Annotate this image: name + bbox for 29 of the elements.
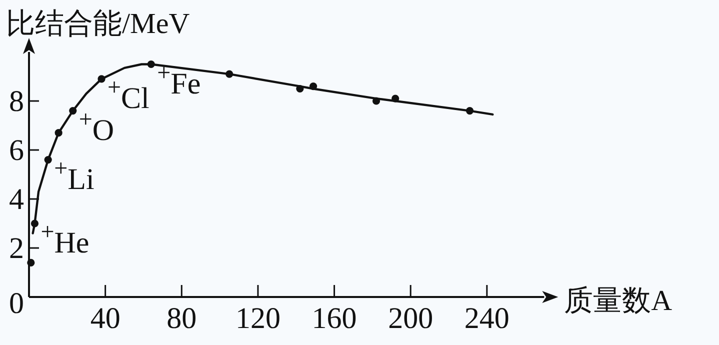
- point: [27, 258, 35, 266]
- annotation: $^{+}$Fe: [157, 60, 201, 100]
- point: [54, 129, 62, 137]
- x-axis-title: 质量数A: [564, 285, 672, 317]
- point: [69, 107, 77, 115]
- point: [309, 82, 318, 90]
- point: [296, 84, 304, 93]
- y-tick-label: 4: [9, 183, 24, 216]
- x-tick-label: 240: [464, 302, 510, 335]
- x-tick-label: 80: [166, 302, 197, 335]
- y-axis-title: 比结合能/MeV: [6, 8, 190, 40]
- point: [392, 94, 400, 102]
- point: [147, 60, 155, 68]
- annotation: $^{+}$Li: [54, 156, 94, 196]
- point: [372, 97, 380, 105]
- x-tick-label: 40: [90, 302, 120, 335]
- y-tick-label: 8: [9, 85, 24, 118]
- point: [98, 75, 106, 83]
- y-tick-label: 2: [9, 232, 24, 265]
- annotation: $^{+}$He: [40, 220, 90, 260]
- y-tick-label: 6: [9, 134, 24, 167]
- x-tick-label: 160: [312, 302, 357, 335]
- x-tick-label: 120: [235, 302, 280, 335]
- point: [226, 70, 234, 78]
- point: [466, 107, 474, 115]
- point: [30, 220, 39, 228]
- x-tick-label: 200: [388, 302, 434, 335]
- point: [44, 156, 52, 164]
- y-tick-label: 0: [9, 287, 24, 320]
